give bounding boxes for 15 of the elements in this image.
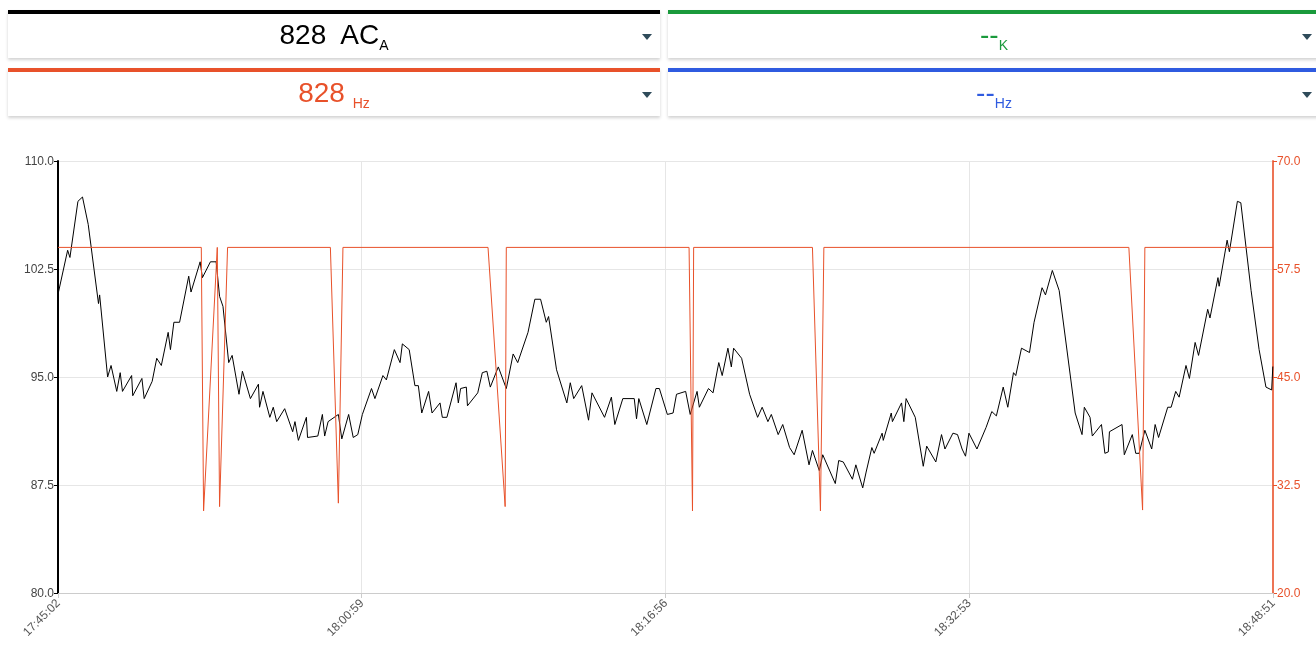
y-tick-label: 87.5 xyxy=(30,478,55,492)
y-tick-label: 95.0 xyxy=(30,370,55,384)
y2-tick-label: 32.5 xyxy=(1277,478,1301,492)
y2-tick-label: 45.0 xyxy=(1277,370,1301,384)
line-series xyxy=(58,246,1274,512)
text: --$_{K}$ xyxy=(980,19,1008,53)
y2-tick-label: 57.5 xyxy=(1277,262,1301,276)
y2-tick-label: 20.0 xyxy=(1277,586,1301,600)
y-tick-label: 102.5 xyxy=(23,262,55,276)
text: --$_{Hz}$ xyxy=(976,77,1012,111)
text: 828 $_{Hz}$ xyxy=(298,77,370,111)
text: 828 AC$_{A}$ xyxy=(279,19,389,53)
y-tick-label: 110.0 xyxy=(24,154,55,168)
y-tick-label: 80.0 xyxy=(30,586,55,600)
y2-tick-label: 70.0 xyxy=(1277,154,1301,168)
